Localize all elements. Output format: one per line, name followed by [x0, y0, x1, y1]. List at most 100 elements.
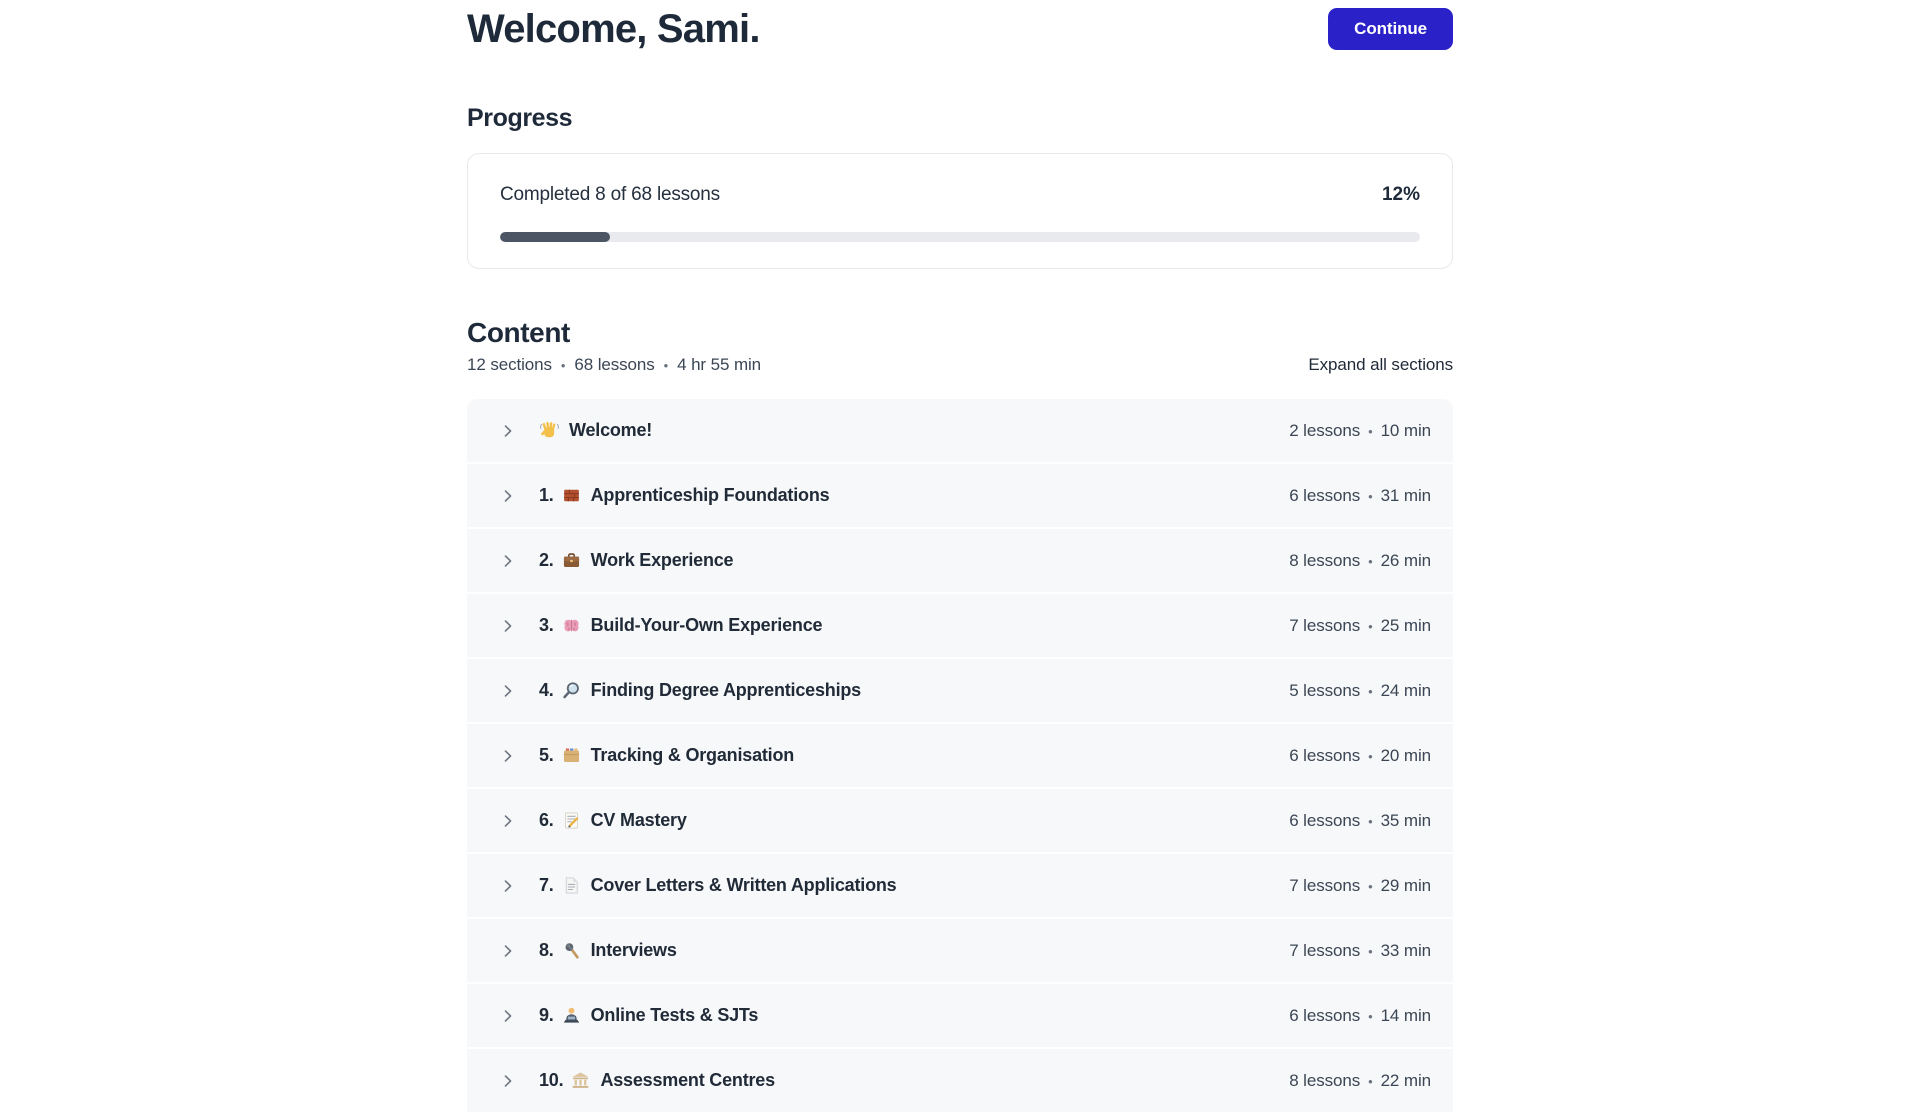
expand-all-sections-link[interactable]: Expand all sections [1308, 355, 1453, 374]
chevron-right-icon [499, 812, 517, 830]
section-row[interactable]: 2. Work Experience 8 lessons • 26 min [467, 529, 1453, 592]
bullet-separator: • [1368, 748, 1373, 764]
chevron-right-icon [499, 1072, 517, 1090]
wave-icon [539, 420, 560, 441]
organizer-icon [561, 745, 582, 766]
section-title: Interviews [590, 940, 677, 960]
section-lessons-count: 8 lessons [1289, 1070, 1361, 1090]
section-number: 7. [539, 875, 554, 895]
section-title: Cover Letters & Written Applications [590, 875, 897, 895]
section-meta: 6 lessons • 20 min [1289, 746, 1431, 766]
section-duration: 24 min [1380, 680, 1432, 700]
brain-icon [561, 615, 582, 636]
section-duration: 29 min [1380, 875, 1432, 895]
section-title: CV Mastery [590, 810, 687, 830]
section-number: 10. [539, 1070, 564, 1090]
bullet-separator: • [663, 358, 669, 373]
chevron-right-icon [499, 877, 517, 895]
technologist-icon [561, 1005, 582, 1026]
section-lessons-count: 2 lessons [1289, 420, 1361, 440]
building-icon [570, 1070, 591, 1091]
progress-bar-fill [500, 232, 611, 242]
main-content: Welcome, Sami. Continue Progress Complet… [467, 0, 1453, 1112]
section-number: 1. [539, 485, 554, 505]
magnifier-icon [561, 680, 582, 701]
section-meta: 6 lessons • 31 min [1289, 486, 1431, 506]
section-title: Build-Your-Own Experience [590, 615, 823, 635]
bullet-separator: • [1368, 1008, 1373, 1024]
section-row[interactable]: 7. Cover Letters & Written Applications … [467, 854, 1453, 917]
section-duration: 14 min [1380, 1005, 1432, 1025]
section-number: 2. [539, 550, 554, 570]
section-meta: 7 lessons • 25 min [1289, 616, 1431, 636]
section-duration: 10 min [1380, 420, 1432, 440]
bullet-separator: • [1368, 423, 1373, 439]
section-meta: 5 lessons • 24 min [1289, 681, 1431, 701]
section-duration: 35 min [1380, 810, 1432, 830]
sections-count: 12 sections [467, 355, 552, 374]
bullet-separator: • [1368, 1073, 1373, 1089]
chevron-right-icon [499, 422, 517, 440]
bullet-separator: • [1368, 683, 1373, 699]
section-row[interactable]: 8. Interviews 7 lessons • 33 min [467, 919, 1453, 982]
section-meta: 2 lessons • 10 min [1289, 421, 1431, 441]
section-row[interactable]: 5. Tracking & Organisation 6 lessons • 20 … [467, 724, 1453, 787]
content-summary: 12 sections • 68 lessons • 4 hr 55 min [467, 355, 761, 375]
chevron-right-icon [499, 487, 517, 505]
progress-bar-track [500, 232, 1420, 242]
chevron-right-icon [499, 942, 517, 960]
brick-icon [561, 485, 582, 506]
content-heading: Content [467, 317, 570, 348]
section-row[interactable]: 9. Online Tests & SJTs 6 lessons • 14 min [467, 984, 1453, 1047]
chevron-right-icon [499, 682, 517, 700]
continue-button[interactable]: Continue [1328, 8, 1453, 50]
section-row[interactable]: 1. Apprenticeship Foundations 6 lessons •… [467, 464, 1453, 527]
section-title: Apprenticeship Foundations [590, 485, 830, 505]
page-icon [561, 875, 582, 896]
section-meta: 8 lessons • 22 min [1289, 1071, 1431, 1091]
section-title: Assessment Centres [600, 1070, 775, 1090]
section-duration: 25 min [1380, 615, 1432, 635]
section-duration: 31 min [1380, 485, 1432, 505]
section-duration: 22 min [1380, 1070, 1432, 1090]
chevron-right-icon [499, 747, 517, 765]
section-number: 6. [539, 810, 554, 830]
briefcase-icon [561, 550, 582, 571]
progress-card: Completed 8 of 68 lessons 12% [467, 153, 1453, 269]
content-meta-row: 12 sections • 68 lessons • 4 hr 55 min Expan… [467, 355, 1453, 375]
section-row[interactable]: 10. Assessment Centres 8 lessons • 22 min [467, 1049, 1453, 1112]
section-meta: 6 lessons • 35 min [1289, 811, 1431, 831]
section-lessons-count: 7 lessons [1289, 875, 1361, 895]
section-lessons-count: 6 lessons [1289, 1005, 1361, 1025]
section-meta: 8 lessons • 26 min [1289, 551, 1431, 571]
section-row[interactable]: 6. CV Mastery 6 lessons • 35 min [467, 789, 1453, 852]
section-meta: 6 lessons • 14 min [1289, 1006, 1431, 1026]
bullet-separator: • [1368, 878, 1373, 894]
section-number: 8. [539, 940, 554, 960]
bullet-separator: • [1368, 553, 1373, 569]
section-number: 5. [539, 745, 554, 765]
bullet-separator: • [1368, 943, 1373, 959]
chevron-right-icon [499, 552, 517, 570]
section-title: Work Experience [590, 550, 734, 570]
section-row[interactable]: 3. Build-Your-Own Experience 7 lessons • 2… [467, 594, 1453, 657]
section-row[interactable]: Welcome! 2 lessons • 10 min [467, 399, 1453, 462]
progress-percent: 12% [1381, 184, 1420, 205]
progress-heading: Progress [467, 104, 573, 132]
section-lessons-count: 7 lessons [1289, 615, 1361, 635]
lessons-count: 68 lessons [574, 355, 655, 374]
section-duration: 33 min [1380, 940, 1432, 960]
section-row[interactable]: 4. Finding Degree Apprenticeships 5 less… [467, 659, 1453, 722]
bullet-separator: • [1368, 488, 1373, 504]
section-title: Finding Degree Apprenticeships [590, 680, 862, 700]
section-meta: 7 lessons • 33 min [1289, 941, 1431, 961]
section-duration: 20 min [1380, 745, 1432, 765]
section-title: Online Tests & SJTs [590, 1005, 759, 1025]
page-header: Welcome, Sami. Continue [467, 6, 1453, 52]
total-duration: 4 hr 55 min [677, 355, 762, 374]
welcome-heading: Welcome, Sami. [467, 7, 760, 51]
section-number: 4. [539, 680, 554, 700]
progress-completed-text: Completed 8 of 68 lessons [500, 184, 720, 205]
section-meta: 7 lessons • 29 min [1289, 876, 1431, 896]
section-lessons-count: 7 lessons [1289, 940, 1361, 960]
